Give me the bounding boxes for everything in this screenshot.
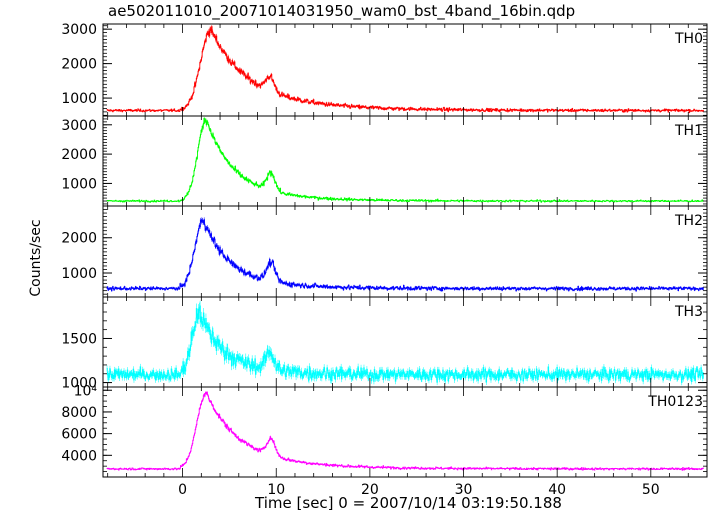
xtick-label: 30 <box>455 482 473 498</box>
ytick-label-th0123: 10⁴ <box>74 383 98 399</box>
series-errorbars-th2 <box>106 217 704 292</box>
panel-frame-th0 <box>102 23 708 117</box>
series-errorbars-th0 <box>106 25 704 114</box>
ytick-label-th1: 1000 <box>61 176 97 192</box>
panel-label-th1: TH1 <box>674 123 703 139</box>
series-line-th2 <box>106 219 704 292</box>
series-line-th1 <box>106 117 704 203</box>
ytick-label-th0123: 6000 <box>61 427 97 443</box>
series-line-th0 <box>106 26 704 113</box>
panel-label-th0: TH0 <box>674 31 703 47</box>
ytick-label-th0: 2000 <box>61 57 97 73</box>
ytick-label-th0: 1000 <box>61 91 97 107</box>
xtick-label: 40 <box>548 482 566 498</box>
ytick-label-th1: 2000 <box>61 147 97 163</box>
ytick-label-th1: 3000 <box>61 118 97 134</box>
xtick-label: 50 <box>642 482 660 498</box>
panel-frame-th1 <box>102 115 708 207</box>
xtick-label: 10 <box>267 482 285 498</box>
ytick-label-th2: 1000 <box>61 266 97 282</box>
ytick-label-th3: 1000 <box>61 376 97 392</box>
panel-frame-th0123 <box>102 386 708 478</box>
series-line-th0123 <box>106 391 704 471</box>
ytick-label-th0: 3000 <box>61 22 97 38</box>
x-axis-label: Time [sec] 0 = 2007/10/14 03:19:50.188 <box>255 494 562 512</box>
ytick-label-th2: 2000 <box>61 231 97 247</box>
ytick-label-th0123: 4000 <box>61 448 97 464</box>
series-line-th3 <box>106 305 704 383</box>
ytick-label-th0123: 8000 <box>61 405 97 421</box>
panel-label-th2: TH2 <box>674 213 703 229</box>
ytick-label-th3: 1500 <box>61 331 97 347</box>
panel-label-th3: TH3 <box>674 304 703 320</box>
xtick-label: 0 <box>178 482 187 498</box>
xtick-label: 20 <box>361 482 379 498</box>
panel-label-th0123: TH0123 <box>647 394 703 410</box>
chart-title: ae502011010_20071014031950_wam0_bst_4ban… <box>108 2 576 20</box>
series-errorbars-th0123 <box>106 391 704 471</box>
